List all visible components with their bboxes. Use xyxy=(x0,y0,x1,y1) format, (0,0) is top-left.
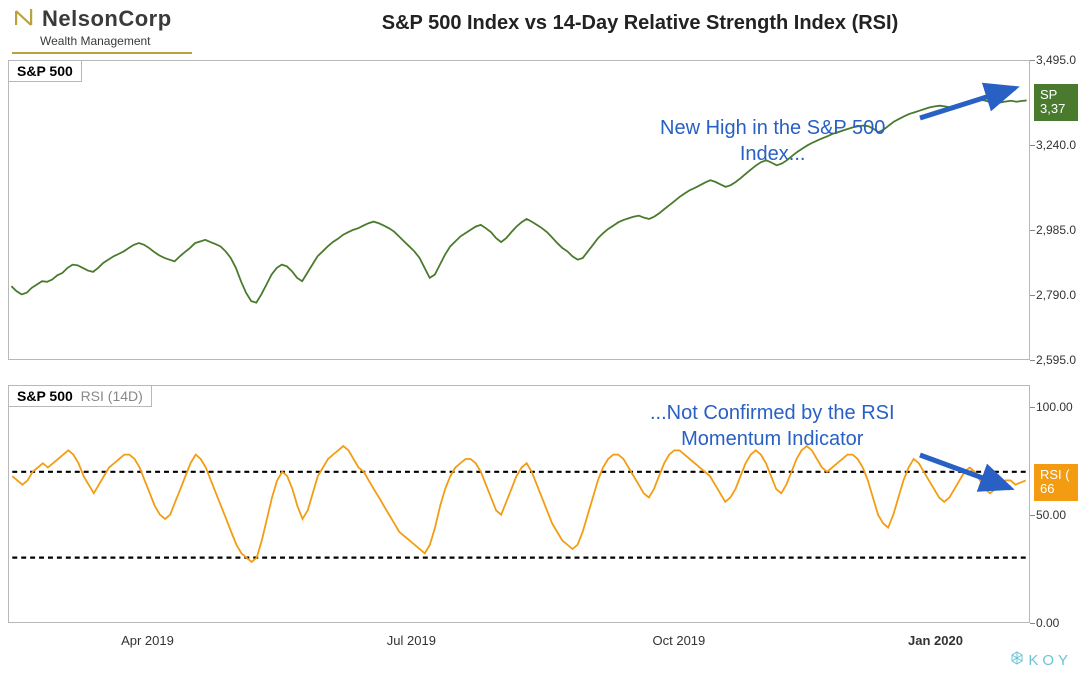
y-tick-label: 3,495.0 xyxy=(1036,53,1076,67)
price-panel: S&P 500 xyxy=(8,60,1030,360)
price-badge-line1: SP xyxy=(1040,87,1057,102)
x-tick-label: Jul 2019 xyxy=(387,633,436,648)
y-tick-label: 2,595.0 xyxy=(1036,353,1076,367)
price-badge-line2: 3,37 xyxy=(1040,101,1065,116)
y-tick-label: 2,985.0 xyxy=(1036,223,1076,237)
rsi-panel-label-secondary: RSI (14D) xyxy=(81,388,143,404)
x-tick-label: Apr 2019 xyxy=(121,633,174,648)
y-tick-label: 50.00 xyxy=(1036,508,1066,522)
y-tick-label: 2,790.0 xyxy=(1036,288,1076,302)
y-tick-label: 100.00 xyxy=(1036,400,1073,414)
logo-divider xyxy=(12,52,192,54)
rsi-panel-label: S&P 500 RSI (14D) xyxy=(8,385,152,407)
price-chart xyxy=(9,61,1029,359)
rsi-annotation: ...Not Confirmed by the RSI Momentum Ind… xyxy=(650,400,895,452)
logo-mark xyxy=(12,8,36,31)
logo: NelsonCorp Wealth Management xyxy=(12,6,212,54)
price-annotation: New High in the S&P 500 Index... xyxy=(660,115,885,167)
y-tick-label: 3,240.0 xyxy=(1036,138,1076,152)
price-annotation-line1: New High in the S&P 500 xyxy=(660,117,885,139)
price-value-badge: SP 3,37 xyxy=(1034,84,1078,121)
price-panel-label-text: S&P 500 xyxy=(17,63,73,79)
logo-name: NelsonCorp xyxy=(42,6,172,32)
watermark: KOY xyxy=(1010,651,1072,669)
rsi-badge-line2: 66 xyxy=(1040,481,1054,496)
rsi-value-badge: RSI ( 66 xyxy=(1034,464,1078,501)
watermark-icon xyxy=(1010,651,1024,669)
y-tick-label: 0.00 xyxy=(1036,616,1059,630)
rsi-badge-line1: RSI ( xyxy=(1040,467,1070,482)
x-tick-label: Oct 2019 xyxy=(653,633,706,648)
price-annotation-line2: Index... xyxy=(740,143,806,165)
watermark-text: KOY xyxy=(1028,652,1072,669)
x-tick-label: Jan 2020 xyxy=(908,633,963,648)
rsi-panel-label-primary: S&P 500 xyxy=(17,388,73,404)
price-panel-label: S&P 500 xyxy=(8,60,82,82)
logo-subtitle: Wealth Management xyxy=(40,34,212,48)
rsi-annotation-line2: Momentum Indicator xyxy=(681,428,863,450)
rsi-annotation-line1: ...Not Confirmed by the RSI xyxy=(650,402,895,424)
chart-title: S&P 500 Index vs 14-Day Relative Strengt… xyxy=(260,12,1020,35)
